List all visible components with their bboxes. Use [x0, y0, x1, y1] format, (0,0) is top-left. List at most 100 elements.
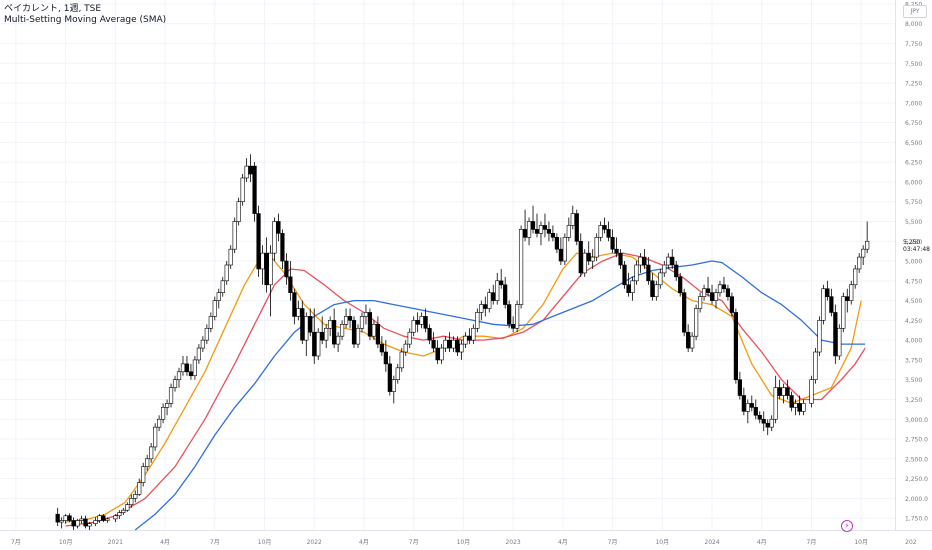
candle-body: [705, 288, 711, 293]
candle-body: [777, 387, 782, 396]
candle-body: [419, 316, 424, 325]
candle-body: [487, 292, 492, 309]
candle-body: [761, 418, 766, 424]
candle-body: [797, 403, 802, 412]
candle-body: [339, 324, 345, 337]
y-tick-label: 2,750.0: [905, 437, 928, 444]
candle-body: [228, 248, 233, 266]
candle-body: [570, 213, 575, 226]
candle-body: [467, 335, 472, 341]
candle-body: [296, 308, 301, 317]
y-tick-label: 4,250: [905, 318, 922, 325]
candle-body: [324, 327, 329, 341]
symbol-title[interactable]: ベイカレント, 1週, TSE: [4, 4, 102, 14]
sma-line: [65, 252, 866, 527]
lightning-icon[interactable]: ⚡: [841, 520, 853, 532]
y-tick-label: 7,750: [905, 41, 922, 48]
time-axis[interactable]: 7月 10月 2021 4月 7月 10月 2022 4月 7月 10月 2023 4月 7月 10月 20…: [11, 539, 917, 546]
candle-body: [745, 403, 750, 412]
candle-body: [518, 229, 524, 305]
candle-body: [829, 296, 834, 313]
candle-body: [463, 335, 468, 345]
candle-body: [701, 288, 707, 297]
candle-body: [176, 371, 182, 381]
candle-body: [781, 387, 786, 396]
y-tick-label: 2,000.0: [905, 496, 928, 503]
candle-body: [264, 252, 269, 286]
candle-body: [367, 312, 373, 337]
candle-body: [857, 256, 862, 270]
candle-body: [801, 403, 806, 412]
candle-body: [212, 300, 217, 317]
candle-body: [451, 339, 456, 349]
candle-body: [439, 347, 444, 361]
candle-body: [849, 284, 854, 301]
last-price-tag: 5,250 03:47:48: [903, 239, 930, 253]
candle-body: [168, 387, 174, 404]
candle-body: [721, 284, 727, 290]
candle-body: [180, 363, 186, 373]
candle-body: [841, 296, 846, 329]
candle-body: [825, 288, 830, 297]
candle-body: [153, 426, 158, 448]
x-tick-label: 4月: [160, 539, 170, 546]
candle-body: [682, 292, 687, 333]
candle-body: [328, 320, 333, 329]
price-axis[interactable]: 1,750.0 2,000.0 2,250.0 2,500.0 2,750.0 3,000…: [905, 1, 928, 522]
candle-body: [149, 446, 154, 460]
y-tick-label: 4,500: [905, 298, 922, 305]
candle-body: [817, 320, 822, 353]
candle-body: [260, 252, 265, 270]
candle-body: [387, 363, 392, 392]
candle-body: [232, 221, 237, 250]
candle-body: [642, 256, 647, 266]
candle-body: [491, 292, 496, 301]
candle-body: [713, 292, 719, 301]
y-tick-label: 8,000: [905, 21, 922, 28]
candle-body: [443, 339, 448, 349]
candle-body: [574, 213, 579, 242]
candle-body: [220, 280, 225, 293]
candle-body: [145, 458, 150, 468]
indicator-title[interactable]: Multi-Setting Moving Average (SMA): [4, 15, 167, 25]
candle-body: [741, 395, 746, 412]
candle-body: [606, 229, 611, 238]
candle-body: [192, 359, 198, 377]
candle-body: [284, 260, 289, 278]
candle-body: [694, 308, 699, 337]
y-tick-label: 3,000.0: [905, 417, 928, 424]
candle-body: [626, 284, 631, 293]
candle-body: [769, 418, 774, 428]
y-tick-label: 5,500: [905, 219, 922, 226]
x-tick-label: 7月: [807, 539, 817, 546]
currency-badge[interactable]: JPY: [903, 5, 927, 18]
candle-body: [634, 264, 639, 282]
candle-body: [316, 331, 321, 357]
candle-body: [455, 339, 460, 353]
candle-body: [359, 316, 365, 329]
candle-body: [507, 304, 512, 325]
candle-body: [697, 296, 703, 309]
y-tick-label: 6,000: [905, 179, 922, 186]
candle-body: [304, 316, 309, 341]
candle-body: [200, 339, 205, 349]
y-tick-label: 7,500: [905, 61, 922, 68]
candle-body: [300, 308, 305, 341]
candle-body: [813, 351, 818, 381]
candle-body: [670, 256, 675, 266]
y-tick-label: 3,250: [905, 397, 922, 404]
candle-body: [503, 284, 508, 305]
candle-body: [113, 515, 118, 520]
bar-countdown: 03:47:48: [903, 246, 930, 253]
candle-body: [133, 494, 138, 499]
candle-body: [594, 237, 599, 258]
candle-body: [160, 407, 166, 420]
candle-body: [236, 201, 241, 222]
candle-body: [845, 296, 850, 301]
x-tick-label: 2022: [307, 539, 322, 546]
y-tick-label: 2,250.0: [905, 476, 928, 483]
candle-body: [586, 252, 591, 262]
candle-body: [363, 312, 369, 317]
candle-body: [542, 225, 548, 230]
